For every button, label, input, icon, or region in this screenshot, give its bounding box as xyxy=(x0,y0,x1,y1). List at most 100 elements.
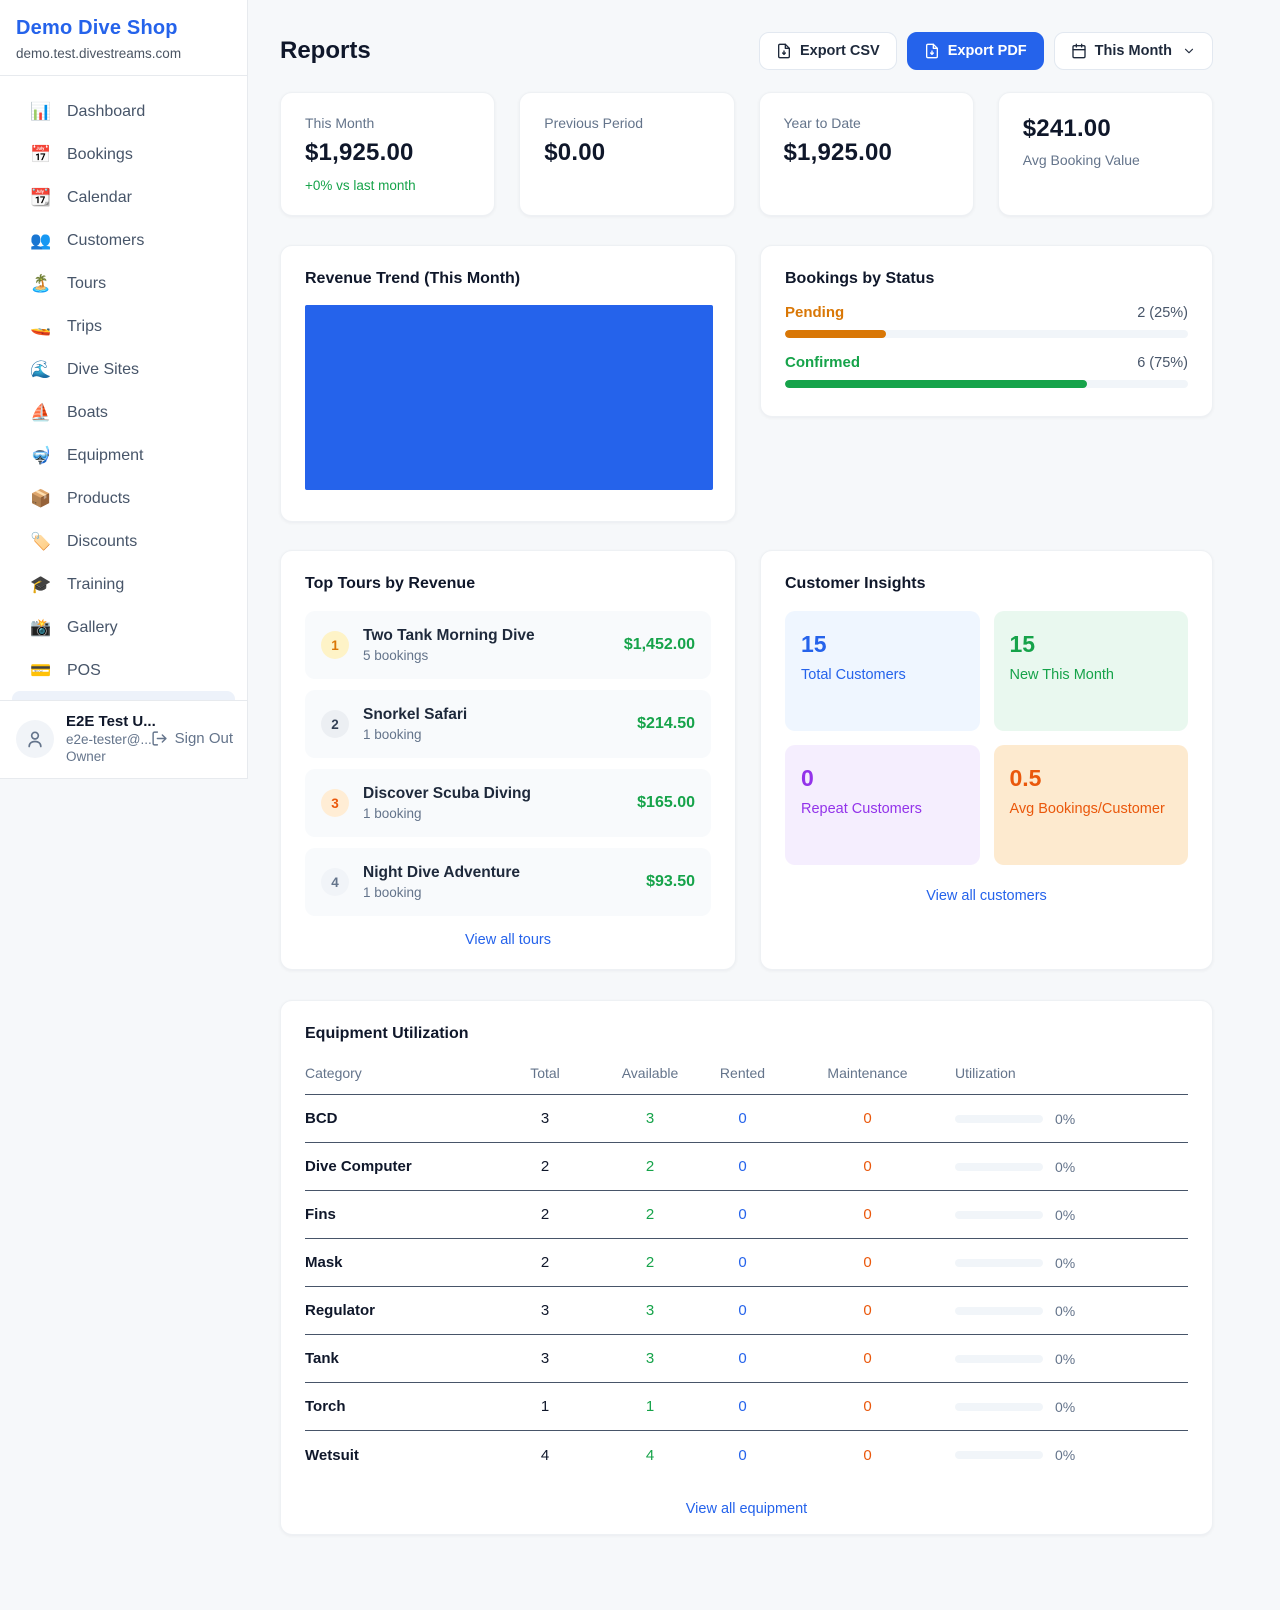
view-all-customers-link[interactable]: View all customers xyxy=(926,888,1047,904)
sidebar-item-dive-sites[interactable]: 🌊 Dive Sites xyxy=(0,348,247,391)
revenue-trend-title: Revenue Trend (This Month) xyxy=(305,270,521,287)
sidebar-item-dashboard[interactable]: 📊 Dashboard xyxy=(0,90,247,133)
sidebar-nav: 📊 Dashboard 📅 Bookings 📆 Calendar 👥 Cust… xyxy=(0,76,247,700)
insight-value: 0 xyxy=(801,765,814,791)
sidebar-item-label: Training xyxy=(67,575,125,593)
calendar-date-icon: 📅 xyxy=(30,144,52,164)
total-cell: 3 xyxy=(540,1110,550,1127)
view-all-tours-link[interactable]: View all tours xyxy=(465,932,551,948)
credit-card-icon: 💳 xyxy=(30,660,52,680)
main-content: Reports Export CSV Export PDF This Month… xyxy=(248,0,1280,1535)
table-row: Mask 2 2 0 0 0% xyxy=(305,1239,1188,1287)
header-actions: Export CSV Export PDF This Month xyxy=(758,32,1213,70)
maintenance-cell: 0 xyxy=(863,1158,872,1175)
utilization-cell: 0% xyxy=(945,1159,1188,1175)
utilization-cell: 0% xyxy=(945,1303,1188,1319)
table-row: Fins 2 2 0 0 0% xyxy=(305,1191,1188,1239)
sidebar-item-discounts[interactable]: 🏷️ Discounts xyxy=(0,520,247,563)
sidebar-item-products[interactable]: 📦 Products xyxy=(0,477,247,520)
available-cell: 3 xyxy=(645,1110,655,1127)
maintenance-cell: 0 xyxy=(863,1350,872,1367)
utilization-cell: 0% xyxy=(945,1447,1188,1463)
top-tours-title: Top Tours by Revenue xyxy=(305,575,476,592)
utilization-cell: 0% xyxy=(945,1351,1188,1367)
sidebar-item-label: Customers xyxy=(67,231,145,249)
available-cell: 2 xyxy=(645,1254,655,1271)
sidebar-item-calendar[interactable]: 📆 Calendar xyxy=(0,176,247,219)
utilization-bar-track xyxy=(955,1402,1043,1411)
sidebar-item-training[interactable]: 🎓 Training xyxy=(0,563,247,606)
charts-row: Revenue Trend (This Month) Bookings by S… xyxy=(280,245,1280,522)
period-selector[interactable]: This Month xyxy=(1053,32,1213,70)
rank-badge: 2 xyxy=(321,710,349,738)
sidebar-item-boats[interactable]: ⛵ Boats xyxy=(0,391,247,434)
category-cell: Wetsuit xyxy=(305,1446,359,1464)
export-pdf-label: Export PDF xyxy=(947,43,1027,59)
file-icon xyxy=(925,43,938,59)
tour-name: Discover Scuba Diving xyxy=(363,785,531,802)
tour-bookings: 1 booking xyxy=(363,806,422,821)
sidebar-item-gallery[interactable]: 📸 Gallery xyxy=(0,606,247,649)
status-row-pending: Pending 2 (25%) xyxy=(785,304,1188,338)
sidebar-item-partial[interactable] xyxy=(12,691,235,700)
available-cell: 3 xyxy=(645,1302,655,1319)
package-icon: 📦 xyxy=(30,488,52,508)
sidebar-item-tours[interactable]: 🏝️ Tours xyxy=(0,262,247,305)
table-row: Wetsuit 4 4 0 0 0% xyxy=(305,1431,1188,1479)
tour-revenue: $93.50 xyxy=(646,873,695,890)
utilization-cell: 0% xyxy=(945,1255,1188,1271)
export-csv-button[interactable]: Export CSV xyxy=(758,32,897,70)
utilization-bar-track xyxy=(955,1210,1043,1219)
bar-chart-icon: 📊 xyxy=(30,101,52,121)
sign-out-label: Sign Out xyxy=(174,730,233,747)
sidebar-item-label: Bookings xyxy=(67,145,133,163)
insight-label: Repeat Customers xyxy=(801,801,922,817)
utilization-cell: 0% xyxy=(945,1111,1188,1127)
file-icon xyxy=(777,43,790,59)
customer-insights-title: Customer Insights xyxy=(785,575,926,592)
sidebar-item-pos[interactable]: 💳 POS xyxy=(0,649,247,692)
rented-cell: 0 xyxy=(738,1158,747,1175)
chevron-down-icon xyxy=(1184,48,1194,54)
revenue-trend-chart xyxy=(305,305,713,490)
period-label: This Month xyxy=(1094,43,1172,59)
status-label: Pending xyxy=(785,304,845,321)
sidebar-item-customers[interactable]: 👥 Customers xyxy=(0,219,247,262)
sidebar-item-bookings[interactable]: 📅 Bookings xyxy=(0,133,247,176)
page-title: Reports xyxy=(280,37,371,64)
bookings-by-status-title: Bookings by Status xyxy=(785,270,935,287)
shop-name: Demo Dive Shop xyxy=(16,17,178,39)
available-cell: 2 xyxy=(645,1158,655,1175)
stat-delta: +0% vs last month xyxy=(305,178,416,193)
rented-cell: 0 xyxy=(738,1350,747,1367)
available-cell: 4 xyxy=(645,1446,655,1464)
utilization-percent: 0% xyxy=(1055,1206,1076,1223)
utilization-percent: 0% xyxy=(1055,1398,1076,1415)
table-header-row: Category Total Available Rented Maintena… xyxy=(305,1059,1188,1095)
sidebar-item-label: Tours xyxy=(67,274,107,292)
view-all-equipment-link[interactable]: View all equipment xyxy=(685,1501,808,1517)
utilization-bar-track xyxy=(955,1114,1043,1123)
tour-bookings: 1 booking xyxy=(363,727,422,742)
maintenance-cell: 0 xyxy=(863,1254,872,1271)
status-row-confirmed: Confirmed 6 (75%) xyxy=(785,354,1188,388)
sidebar-item-trips[interactable]: 🚤 Trips xyxy=(0,305,247,348)
insight-value: 0.5 xyxy=(1009,765,1042,791)
sidebar-item-equipment[interactable]: 🤿 Equipment xyxy=(0,434,247,477)
stat-value: $1,925.00 xyxy=(783,139,893,166)
total-cell: 3 xyxy=(540,1350,550,1367)
maintenance-cell: 0 xyxy=(863,1302,872,1319)
sidebar-item-label: Trips xyxy=(67,317,102,335)
utilization-cell: 0% xyxy=(945,1207,1188,1223)
utilization-percent: 0% xyxy=(1055,1158,1076,1175)
tag-icon: 🏷️ xyxy=(30,531,52,551)
user-email: e2e-tester@... xyxy=(66,732,152,747)
total-cell: 2 xyxy=(540,1206,550,1223)
utilization-bar-track xyxy=(955,1306,1043,1315)
available-cell: 2 xyxy=(645,1206,655,1223)
user-section: E2E Test U... e2e-tester@... Owner Sign … xyxy=(0,700,247,778)
sign-out-button[interactable]: Sign Out xyxy=(151,730,233,747)
column-header: Category xyxy=(305,1065,362,1081)
bookings-by-status-card: Bookings by Status Pending 2 (25%) Confi… xyxy=(760,245,1213,417)
export-pdf-button[interactable]: Export PDF xyxy=(906,32,1044,70)
